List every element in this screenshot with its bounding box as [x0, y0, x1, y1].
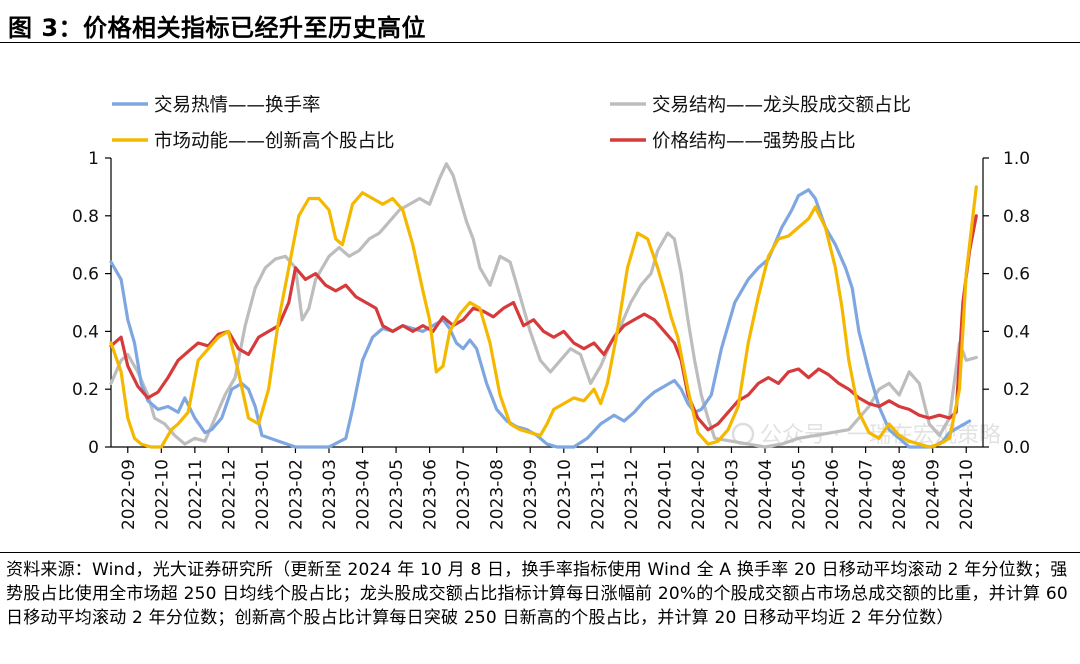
series-line-0	[109, 188, 972, 449]
x-tick-label: 2023-05	[387, 459, 407, 530]
right-y-ticks: 0.0 0.2 0.4 0.6 0.8 1.0	[983, 149, 1030, 458]
x-tick-label: 2022-11	[186, 459, 206, 530]
x-tick-label: 2023-10	[555, 459, 575, 530]
left-y-tick-label: 0.4	[72, 322, 99, 342]
x-tick-label: 2023-08	[488, 459, 508, 530]
line-chart: 公众号 · 一瑞在宏观策略 交易热情——换手率 交易结构——龙头股成交额占比市场动…	[72, 95, 1030, 530]
right-y-tick-label: 0.8	[1003, 207, 1030, 227]
x-tick-label: 2023-03	[320, 459, 340, 530]
x-tick-label: 2024-10	[957, 459, 977, 530]
figure-title: 图 3：价格相关指标已经升至历史高位	[8, 14, 427, 42]
right-y-tick-label: 0.6	[1003, 265, 1030, 285]
x-ticks: 2022-09 2022-10 2022-11 2022-12 2023-01 2023-…	[119, 447, 977, 530]
left-y-ticks: 0 0.2 0.4 0.6 0.8 1	[72, 149, 111, 458]
x-tick-label: 2023-01	[253, 459, 273, 530]
x-tick-label: 2024-06	[823, 459, 843, 530]
x-tick-label: 2022-10	[152, 459, 172, 530]
left-y-tick-label: 1	[88, 149, 99, 169]
x-tick-label: 2024-01	[655, 459, 675, 530]
series-line-1	[109, 162, 978, 449]
right-y-tick-label: 0.4	[1003, 322, 1030, 342]
x-tick-label: 2024-09	[924, 459, 944, 530]
x-tick-label: 2023-06	[421, 459, 441, 530]
right-y-tick-label: 0.0	[1003, 438, 1030, 458]
left-y-tick-label: 0	[88, 438, 99, 458]
x-tick-label: 2024-07	[857, 459, 877, 530]
legend-label: 市场动能——创新高个股占比	[154, 131, 395, 152]
x-tick-label: 2024-08	[890, 459, 910, 530]
x-tick-label: 2022-09	[119, 459, 139, 530]
left-y-tick-label: 0.2	[72, 380, 99, 400]
x-tick-label: 2024-05	[790, 459, 810, 530]
legend-label: 交易结构——龙头股成交额占比	[652, 95, 911, 116]
right-y-tick-label: 0.2	[1003, 380, 1030, 400]
legend-label: 交易热情——换手率	[154, 95, 321, 116]
right-y-tick-label: 1.0	[1003, 149, 1030, 169]
left-y-tick-label: 0.6	[72, 265, 99, 285]
series-line-2	[109, 185, 978, 449]
series-line-3	[109, 214, 978, 432]
x-tick-label: 2022-12	[219, 459, 239, 530]
x-tick-label: 2024-02	[689, 459, 709, 530]
x-tick-label: 2023-07	[454, 459, 474, 530]
series-lines	[109, 162, 978, 449]
note-rule	[0, 552, 1080, 553]
x-tick-label: 2023-09	[521, 459, 541, 530]
legend-label: 价格结构——强势股占比	[652, 131, 856, 152]
source-note: 资料来源：Wind，光大证券研究所（更新至 2024 年 10 月 8 日，换手…	[6, 560, 1068, 628]
x-tick-label: 2023-04	[354, 459, 374, 530]
x-tick-label: 2023-11	[588, 459, 608, 530]
axes	[110, 158, 984, 448]
left-y-tick-label: 0.8	[72, 207, 99, 227]
x-tick-label: 2023-12	[622, 459, 642, 530]
x-tick-label: 2024-04	[756, 459, 776, 530]
title-rule	[0, 42, 1080, 43]
x-tick-label: 2024-03	[722, 459, 742, 530]
x-tick-label: 2023-02	[286, 459, 306, 530]
